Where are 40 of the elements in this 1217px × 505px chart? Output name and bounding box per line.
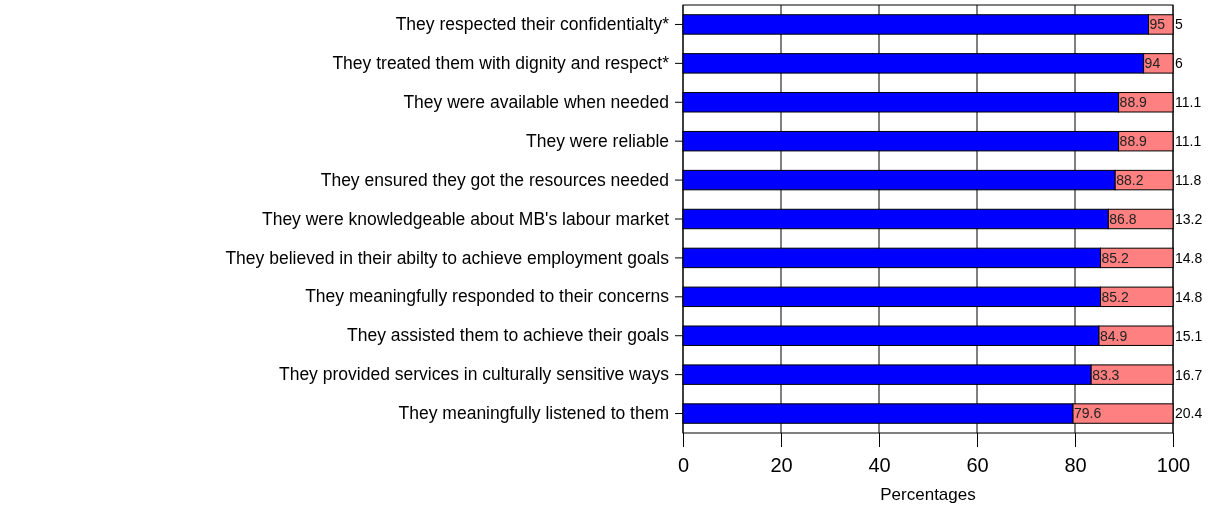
data-label: 85.2: [1101, 249, 1129, 266]
x-tick-label: 100: [1156, 454, 1191, 476]
data-label: 13.2: [1175, 210, 1203, 227]
data-label: 6: [1175, 55, 1183, 72]
data-label: 16.7: [1175, 366, 1203, 383]
y-tick-label: They assisted them to achieve their goals: [347, 325, 670, 346]
data-label: 15.1: [1175, 327, 1203, 344]
y-tick-label: They ensured they got the resources needed: [320, 169, 669, 190]
data-label: 94: [1144, 55, 1161, 72]
y-tick-label: They respected their confidentialty*: [395, 14, 670, 35]
x-axis-title: Percentages: [880, 485, 976, 504]
data-label: 14.8: [1175, 288, 1203, 305]
data-label: 79.6: [1074, 405, 1102, 422]
y-tick-label: They were reliable: [526, 130, 669, 151]
y-tick-label: They believed in their abilty to achieve employment goals: [225, 247, 670, 268]
x-tick-label: 80: [1064, 454, 1087, 476]
data-label: 14.8: [1175, 249, 1203, 266]
y-tick-label: They meaningfully listened to them: [398, 403, 669, 424]
x-tick-label: 20: [770, 454, 793, 476]
data-label: 86.8: [1109, 210, 1137, 227]
data-label: 83.3: [1092, 366, 1120, 383]
y-tick-label: They treated them with dignity and respect*: [332, 52, 670, 73]
x-tick-label: 0: [677, 454, 690, 476]
data-label: 88.9: [1119, 94, 1148, 111]
y-tick-label: They were knowledgeable about MB's labour market: [261, 208, 670, 229]
data-label: 5: [1175, 16, 1183, 33]
data-label: 11.8: [1175, 171, 1202, 188]
data-label: 88.2: [1116, 171, 1144, 188]
x-tick-label: 40: [868, 454, 891, 476]
data-label: 84.9: [1100, 327, 1128, 344]
data-label: 11.1: [1175, 133, 1202, 150]
y-tick-label: They were available when needed: [403, 91, 669, 112]
data-label: 11.1: [1175, 94, 1202, 111]
data-label: 20.4: [1175, 405, 1203, 422]
data-label: 95: [1149, 16, 1166, 33]
y-tick-label: They provided services in culturally sensitive ways: [278, 364, 670, 385]
data-label: 88.9: [1119, 133, 1148, 150]
x-tick-label: 60: [966, 454, 989, 476]
y-tick-label: They meaningfully responded to their concerns: [305, 286, 670, 307]
data-label: 85.2: [1101, 288, 1129, 305]
